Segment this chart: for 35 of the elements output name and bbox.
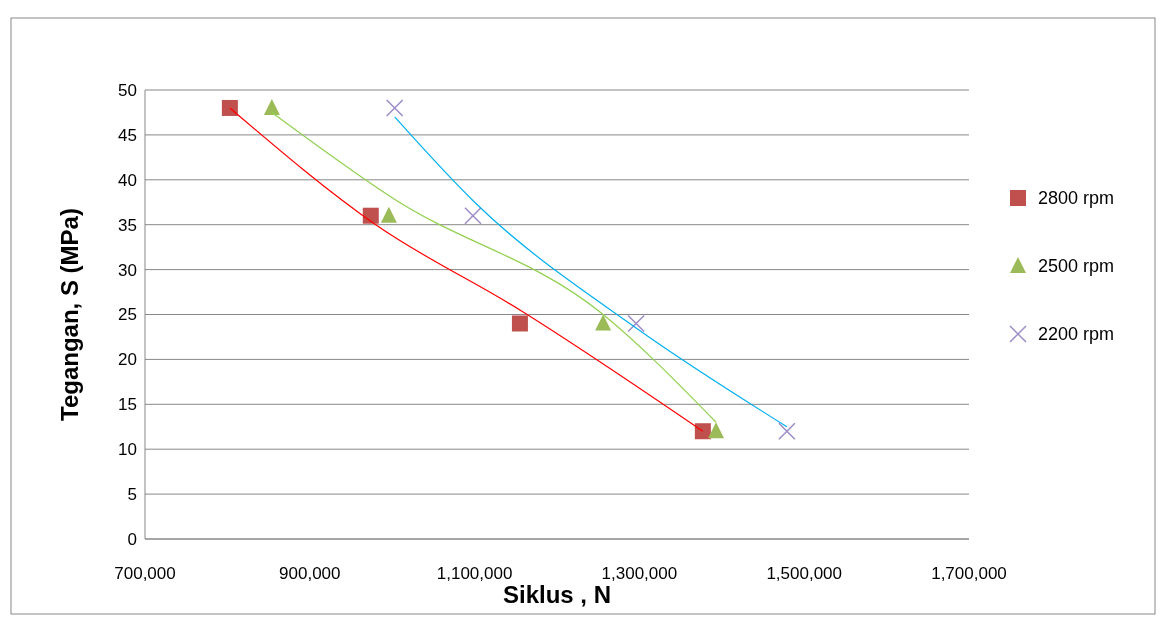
point xyxy=(362,207,379,224)
y-tick-label: 0 xyxy=(127,529,137,549)
point xyxy=(708,422,725,439)
legend-label: 2500 rpm xyxy=(1038,256,1115,277)
x-tick-label: 1,700,000 xyxy=(931,564,1007,583)
y-tick-label: 15 xyxy=(118,395,137,415)
point xyxy=(380,206,397,223)
point xyxy=(464,206,482,225)
line-series xyxy=(394,116,788,428)
x-tick-label: 1,100,000 xyxy=(436,564,513,583)
point xyxy=(385,99,404,117)
y-tick-label: 20 xyxy=(118,350,137,370)
x-tick-label: 1,300,000 xyxy=(601,564,678,583)
point xyxy=(263,98,280,115)
y-tick-label: 35 xyxy=(118,215,137,235)
point xyxy=(694,423,711,440)
y-tick-label: 50 xyxy=(118,80,137,100)
y-tick-label: 45 xyxy=(118,125,137,145)
x-tick-label: 1,500,000 xyxy=(766,564,843,583)
y-tick-label: 40 xyxy=(118,170,137,190)
legend-label: 2800 rpm xyxy=(1038,188,1115,209)
y-tick-label: 30 xyxy=(118,260,137,280)
y-tick-label: 5 xyxy=(127,485,137,505)
y-tick-label: 25 xyxy=(118,305,137,325)
x-tick-label: 900,000 xyxy=(279,564,341,583)
x-axis-title: Siklus , N xyxy=(502,581,612,608)
y-tick-label: 10 xyxy=(118,440,137,460)
y-axis-title: Tegangan, S (MPa) xyxy=(56,208,83,421)
x-tick-label: 700,000 xyxy=(114,564,176,583)
legend-label: 2200 rpm xyxy=(1038,324,1115,345)
point xyxy=(511,315,528,332)
point xyxy=(778,422,796,440)
point xyxy=(627,314,645,333)
point xyxy=(595,314,612,331)
point xyxy=(221,99,238,116)
